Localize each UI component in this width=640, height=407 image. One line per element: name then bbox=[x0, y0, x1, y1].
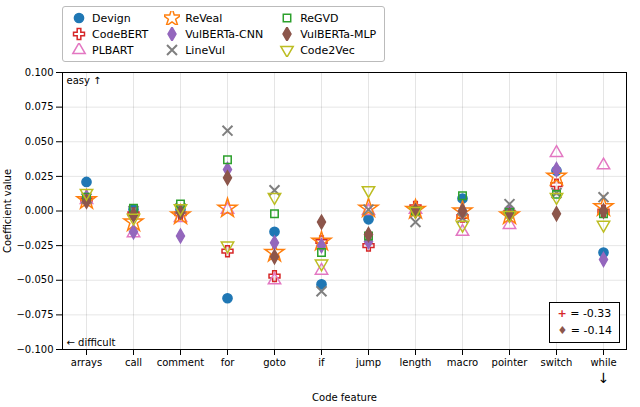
html-text:♦ = -0.14: ♦ = -0.14 bbox=[557, 323, 612, 337]
html-text:LineVul: LineVul bbox=[185, 43, 225, 57]
svg-text:arrays: arrays bbox=[71, 357, 102, 368]
svg-text:0.050: 0.050 bbox=[25, 136, 54, 147]
svg-text:−0.100: −0.100 bbox=[16, 344, 53, 355]
svg-text:−0.075: −0.075 bbox=[16, 309, 53, 320]
svg-text:goto: goto bbox=[263, 357, 286, 368]
svg-text:switch: switch bbox=[541, 357, 573, 368]
svg-text:Coefficient value: Coefficient value bbox=[2, 169, 13, 253]
svg-text:pointer: pointer bbox=[492, 357, 529, 368]
svg-text:if: if bbox=[318, 357, 325, 368]
html-text:Code2Vec: Code2Vec bbox=[300, 43, 355, 57]
html-text:VulBERTa-CNN: VulBERTa-CNN bbox=[185, 27, 264, 41]
html-text:ReVeal: ReVeal bbox=[185, 11, 223, 25]
svg-text:for: for bbox=[221, 357, 236, 368]
html-text:PLBART: PLBART bbox=[92, 43, 134, 57]
svg-text:easy ↑: easy ↑ bbox=[67, 75, 102, 86]
svg-text:0.100: 0.100 bbox=[25, 67, 54, 78]
html-text:Devign: Devign bbox=[92, 11, 131, 25]
svg-text:call: call bbox=[125, 357, 142, 368]
svg-text:0.025: 0.025 bbox=[25, 171, 54, 182]
svg-text:↓: ↓ bbox=[598, 370, 610, 386]
svg-text:−0.025: −0.025 bbox=[16, 240, 53, 251]
html-text:+ = -0.33: + = -0.33 bbox=[557, 307, 612, 320]
svg-text:comment: comment bbox=[157, 357, 205, 368]
html-text:ReGVD: ReGVD bbox=[300, 11, 339, 25]
svg-text:macro: macro bbox=[447, 357, 478, 368]
svg-text:jump: jump bbox=[355, 357, 381, 368]
svg-text:0.000: 0.000 bbox=[25, 205, 54, 216]
html-text:CodeBERT: CodeBERT bbox=[92, 27, 149, 41]
svg-text:while: while bbox=[590, 357, 616, 368]
svg-text:length: length bbox=[400, 357, 432, 368]
svg-text:−0.050: −0.050 bbox=[16, 274, 53, 285]
svg-text:← difficult: ← difficult bbox=[67, 337, 116, 348]
svg-text:Code feature: Code feature bbox=[312, 392, 377, 403]
html-text:VulBERTa-MLP: VulBERTa-MLP bbox=[300, 27, 377, 41]
svg-text:0.075: 0.075 bbox=[25, 101, 54, 112]
